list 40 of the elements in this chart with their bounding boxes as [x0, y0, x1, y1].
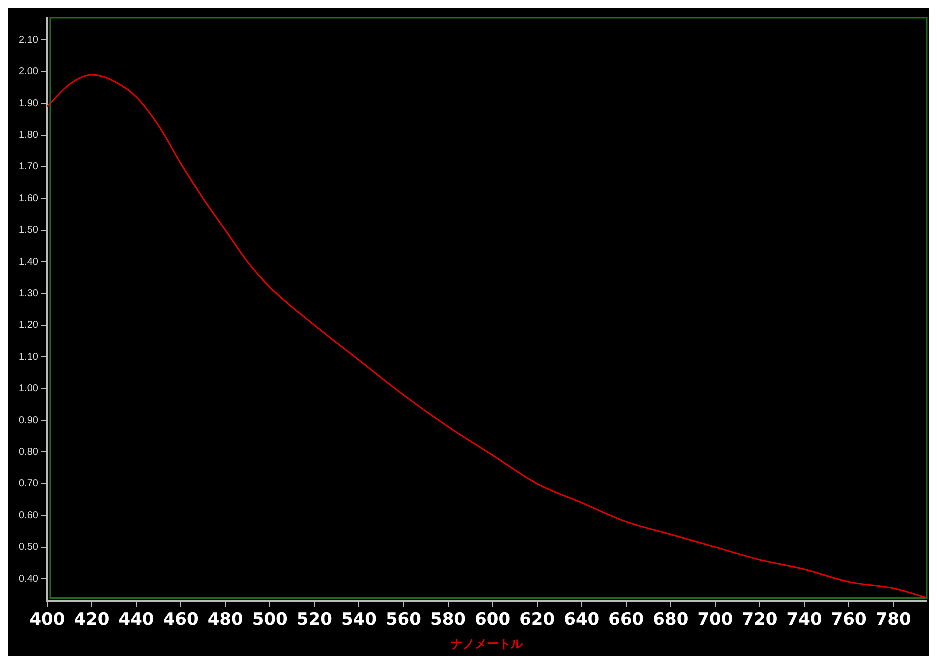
y-tick-label: 0.80 — [18, 446, 39, 458]
x-tick-label: 580 — [430, 610, 466, 630]
x-tick-label: 700 — [698, 610, 734, 630]
x-axis-title: ナノメートル — [451, 636, 524, 651]
x-tick-label: 620 — [520, 610, 556, 630]
y-tick-label: 1.80 — [18, 130, 39, 142]
x-tick-label: 400 — [30, 610, 66, 630]
x-tick-label: 640 — [564, 610, 600, 630]
x-tick-label: 720 — [742, 610, 778, 630]
y-tick-label: 1.40 — [18, 256, 39, 268]
line-series — [47, 74, 927, 599]
x-tick-label: 500 — [252, 610, 288, 630]
y-tick-label: 1.10 — [18, 352, 39, 363]
x-tick-label: 440 — [118, 610, 154, 630]
y-tick-label: 2.00 — [18, 66, 39, 78]
x-tick-label: 680 — [653, 610, 689, 630]
y-tick-label: 1.20 — [18, 320, 39, 332]
y-tick-label: 0.40 — [18, 574, 39, 585]
x-tick-label: 660 — [608, 610, 644, 630]
x-tick-label: 460 — [163, 610, 199, 630]
x-tick-label: 600 — [475, 610, 511, 630]
y-tick-label: 1.90 — [18, 98, 39, 110]
y-tick-label: 2.10 — [18, 34, 39, 46]
x-tick-label: 560 — [386, 610, 422, 630]
y-tick-label: 0.70 — [18, 478, 39, 490]
x-tick-label: 420 — [74, 610, 110, 630]
y-tick-label: 0.90 — [18, 415, 39, 426]
y-tick-label: 1.70 — [18, 162, 39, 173]
x-tick-label: 480 — [208, 610, 244, 630]
y-tick-label: 0.50 — [18, 542, 39, 554]
y-tick-label: 1.50 — [18, 225, 39, 236]
x-tick-label: 520 — [296, 610, 333, 630]
y-tick-label: 1.30 — [18, 288, 39, 300]
x-tick-label: 540 — [341, 610, 378, 630]
y-tick-label: 0.60 — [18, 510, 39, 522]
x-tick-label: 760 — [831, 610, 867, 630]
x-tick-label: 740 — [786, 610, 822, 630]
y-tick-label: 1.60 — [18, 193, 39, 204]
y-tick-label: 1.00 — [18, 384, 39, 395]
x-tick-label: 780 — [876, 610, 912, 630]
